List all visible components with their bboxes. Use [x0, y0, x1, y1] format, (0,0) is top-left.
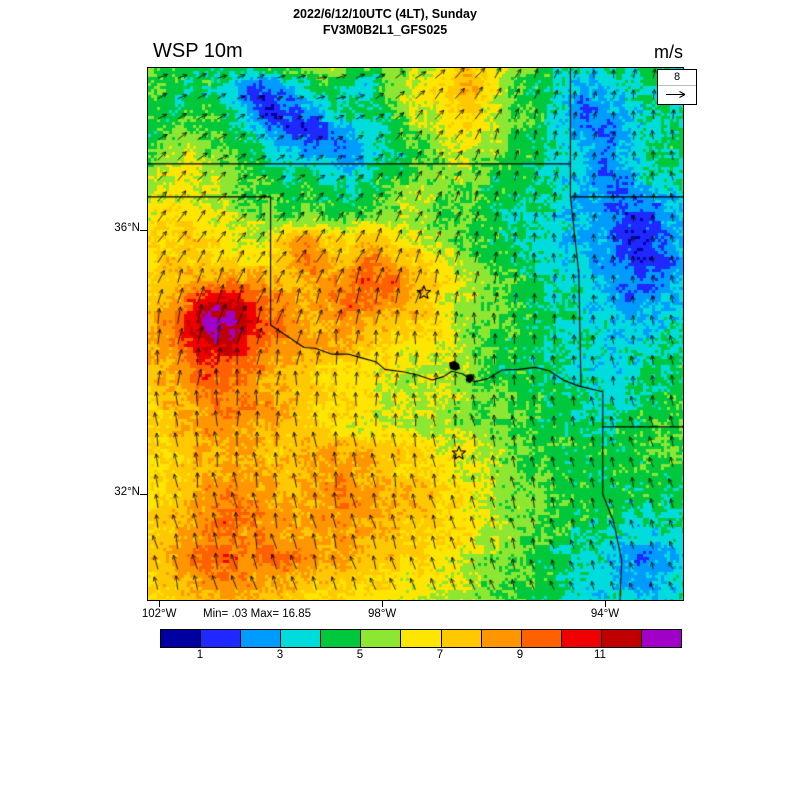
lon-tick-mark [159, 601, 161, 607]
colorbar [160, 629, 682, 648]
colorbar-tick-label: 3 [276, 649, 284, 661]
colorbar-segment [201, 630, 242, 647]
reference-vector-value: 8 [658, 70, 696, 86]
lon-tick-mark [604, 601, 606, 607]
colorbar-segment [561, 630, 602, 647]
colorbar-segment [161, 630, 202, 647]
variable-label: WSP 10m [153, 40, 243, 62]
minmax-stats: Min= .03 Max= 16.85 [203, 608, 312, 620]
lon-tick-label: 94°W [590, 608, 620, 620]
colorbar-segment [401, 630, 442, 647]
colorbar-segment [481, 630, 522, 647]
colorbar-segment [601, 630, 642, 647]
reference-arrow-icon [666, 91, 686, 98]
wind-speed-map-canvas [148, 68, 683, 600]
lon-tick-label: 102°W [141, 608, 177, 620]
colorbar-tick-label: 5 [356, 649, 364, 661]
colorbar-tick-label: 7 [436, 649, 444, 661]
lat-tick-mark [140, 229, 147, 231]
colorbar-segment [241, 630, 282, 647]
map-frame [147, 67, 684, 601]
chart-title-datetime: 2022/6/12/10UTC (4LT), Sunday [293, 7, 477, 21]
chart-title-model: FV3M0B2L1_GFS025 [322, 23, 448, 37]
lat-tick-label: 36°N [114, 221, 140, 234]
colorbar-segment [521, 630, 562, 647]
colorbar-segment [441, 630, 482, 647]
lat-tick-mark [140, 494, 147, 496]
colorbar-tick-label: 9 [516, 649, 524, 661]
lon-tick-mark [382, 601, 384, 607]
units-label: m/s [654, 42, 683, 62]
lon-tick-label: 98°W [367, 608, 397, 620]
lat-tick-label: 32°N [114, 486, 140, 499]
colorbar-segment [641, 630, 682, 647]
colorbar-tick-label: 11 [594, 649, 606, 661]
colorbar-segment [361, 630, 402, 647]
colorbar-segment [321, 630, 362, 647]
colorbar-segment [281, 630, 322, 647]
colorbar-tick-label: 1 [196, 649, 204, 661]
chart-header: 2022/6/12/10UTC (4LT), Sunday FV3M0B2L1_… [0, 6, 770, 38]
reference-vector-box: 8 [657, 69, 697, 105]
